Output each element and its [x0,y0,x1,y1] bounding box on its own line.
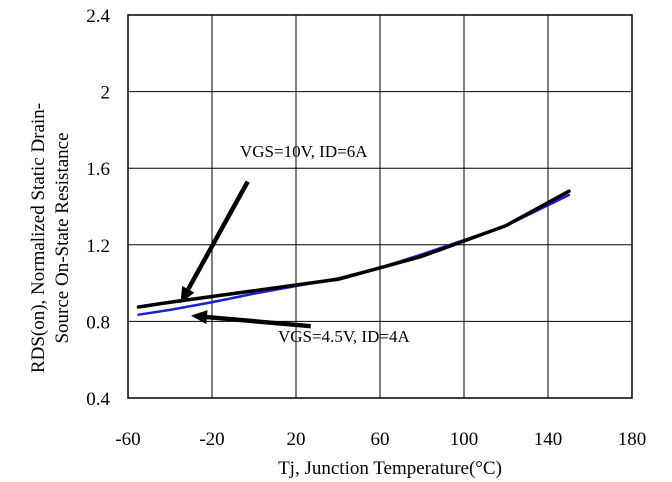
y-tick-label: 2.4 [86,6,110,27]
y-tick-label: 1.6 [86,159,110,180]
y-axis-title-line2: Source On-State Resistance [52,132,73,343]
annotation-arrow-shaft [206,314,311,329]
annotation-arrows [180,180,311,329]
series-line [136,189,571,309]
x-tick-label: 140 [534,429,563,450]
y-tick-labels: 0.4 0.8 1.2 1.6 2 2.4 [86,6,110,410]
annotation-vgs10: VGS=10V, ID=6A [240,142,368,161]
x-tick-label: -60 [115,429,140,450]
x-tick-label: 20 [287,429,306,450]
annotation-arrow-shaft [186,180,250,291]
y-tick-label: 0.8 [86,312,110,333]
annotation-arrow-head [191,310,208,325]
y-tick-label: 0.4 [86,389,110,410]
x-tick-labels: -60 -20 20 60 100 140 180 [115,429,646,450]
annotation-vgs45: VGS=4.5V, ID=4A [278,327,410,346]
plot-frame [127,14,633,399]
x-tick-label: -20 [199,429,224,450]
series-layer [136,189,571,316]
y-tick-label: 1.2 [86,236,110,257]
x-axis-title: Tj, Junction Temperature(°C) [278,458,502,479]
y-axis-title-line1: RDS(on), Normalized Static Drain- [28,103,49,373]
x-tick-label: 180 [618,429,647,450]
annotation-arrow-head [180,285,195,304]
x-tick-label: 100 [450,429,479,450]
y-tick-label: 2 [101,83,111,104]
x-tick-label: 60 [371,429,390,450]
